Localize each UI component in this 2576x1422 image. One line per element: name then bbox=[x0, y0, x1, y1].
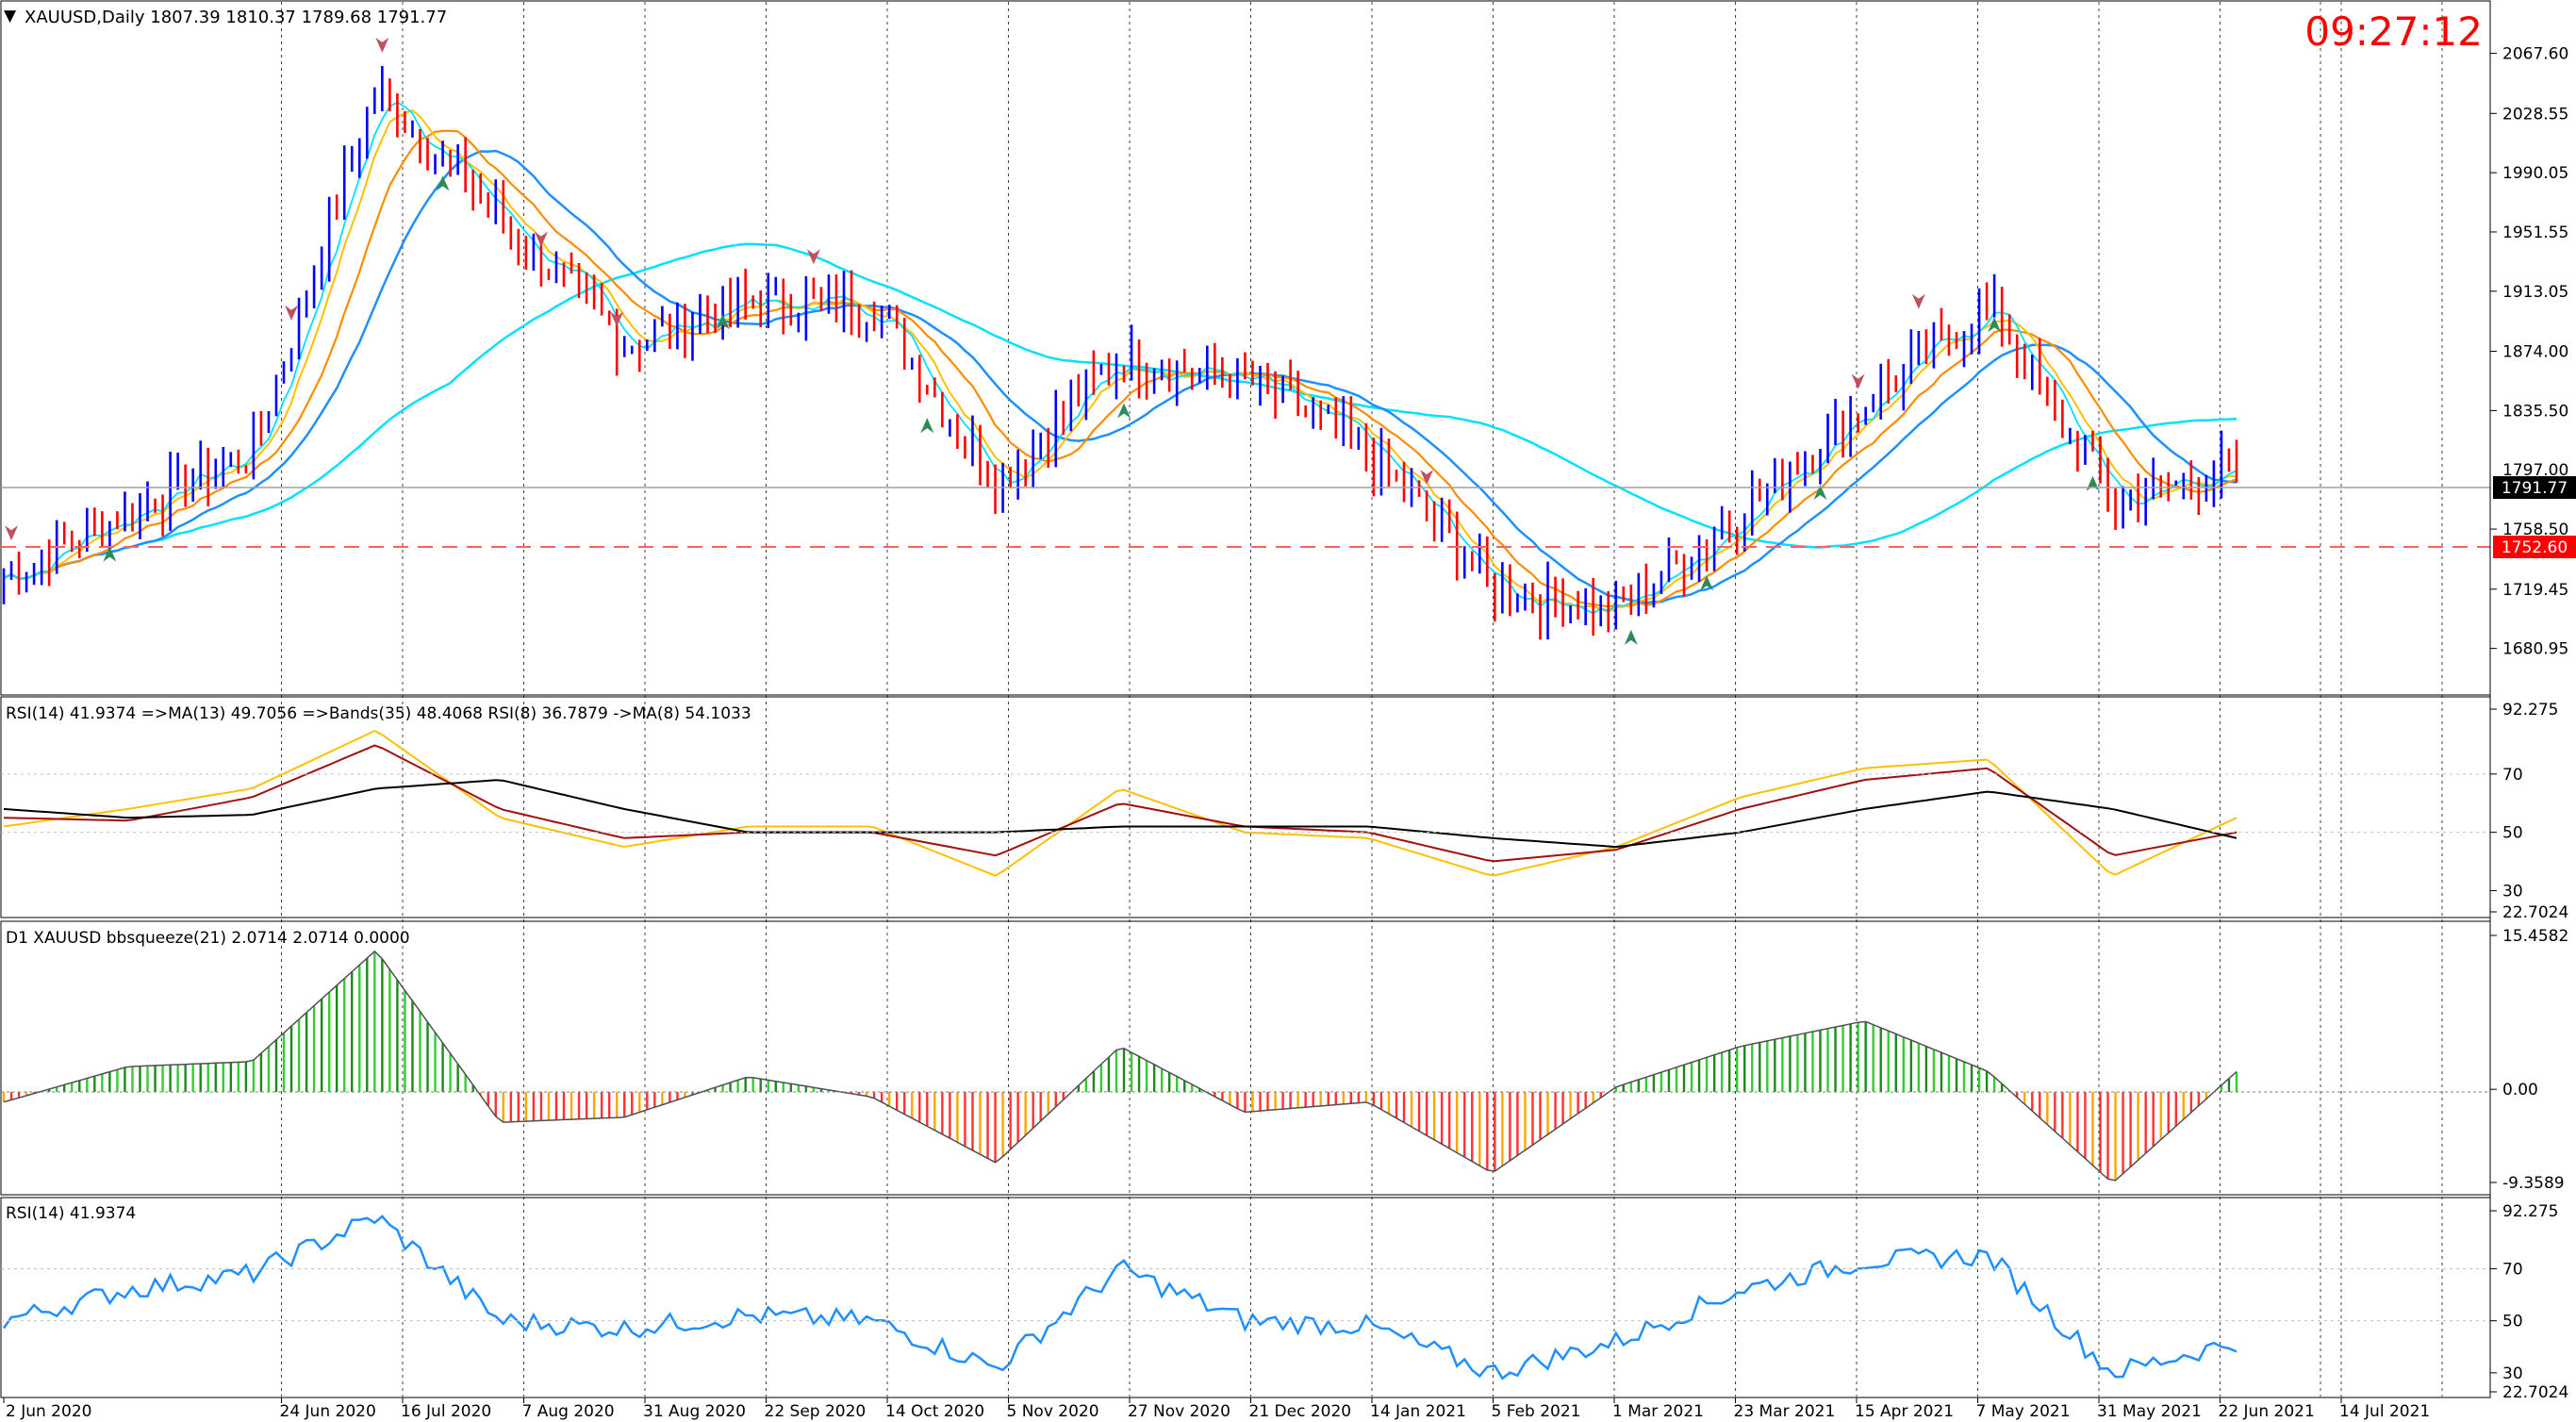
date-label: 1 Mar 2021 bbox=[1612, 1402, 1704, 1421]
rsi8-line bbox=[3, 729, 2237, 877]
date-label: 31 May 2021 bbox=[2097, 1402, 2202, 1421]
price-tick-label: 70 bbox=[2502, 1260, 2523, 1279]
rsi-panel[interactable]: RSI(14) 41.9374 bbox=[0, 1197, 2491, 1398]
date-axis: 2 Jun 2020 24 Jun 2020 16 Jul 2020 7 Aug 20… bbox=[1, 1397, 2490, 1421]
sell-arrow-icon bbox=[534, 231, 548, 247]
ma-fast-line bbox=[3, 101, 2237, 615]
rsi-ma-line bbox=[3, 744, 2237, 863]
rsi14-line bbox=[2, 1215, 2237, 1381]
date-label: 2 Jun 2020 bbox=[6, 1402, 91, 1421]
date-label: 22 Sep 2020 bbox=[765, 1402, 867, 1421]
price-tick-label: 1719.45 bbox=[2502, 581, 2568, 600]
date-label: 5 Feb 2021 bbox=[1492, 1402, 1581, 1421]
squeeze-outline bbox=[3, 950, 2237, 1182]
sell-arrow-icon bbox=[806, 249, 820, 265]
date-label: 16 Jul 2020 bbox=[401, 1402, 491, 1421]
price-tick-label: 2028.55 bbox=[2502, 105, 2568, 124]
date-label: 5 Nov 2020 bbox=[1007, 1402, 1099, 1421]
price-tick-label: 30 bbox=[2502, 882, 2523, 901]
price-tick-label: 1951.55 bbox=[2502, 223, 2568, 242]
price-tick-label: -9.3589 bbox=[2502, 1174, 2565, 1193]
price-tick-label: 1835.50 bbox=[2502, 402, 2568, 421]
date-label: 7 Aug 2020 bbox=[522, 1402, 615, 1421]
signal-arrows bbox=[5, 37, 2100, 645]
rsi-ma-title: RSI(14) 41.9374 =>MA(13) 49.7056 =>Bands… bbox=[6, 704, 751, 723]
price-tick-label: 92.275 bbox=[2502, 701, 2558, 719]
date-label: 15 Apr 2021 bbox=[1855, 1402, 1954, 1421]
price-tick-label: 1758.50 bbox=[2502, 521, 2568, 539]
buy-arrow-icon bbox=[1117, 403, 1131, 419]
bands-line bbox=[3, 779, 2237, 849]
date-label: 14 Oct 2020 bbox=[885, 1402, 984, 1421]
rsi-line bbox=[1, 1215, 2490, 1381]
sell-arrow-icon bbox=[375, 37, 389, 53]
sell-arrow-icon bbox=[1911, 293, 1925, 309]
squeeze-histogram bbox=[1, 950, 2490, 1182]
buy-arrow-icon bbox=[920, 418, 934, 434]
price-label-current: 1791.77 bbox=[2493, 476, 2576, 499]
squeeze-title: D1 XAUUSD bbsqueeze(21) 2.0714 2.0714 0.… bbox=[6, 929, 410, 948]
buy-arrow-icon bbox=[436, 175, 450, 191]
sell-arrow-icon bbox=[1420, 470, 1434, 486]
svg-text:1791.77: 1791.77 bbox=[2502, 479, 2568, 498]
price-axis[interactable]: 2067.60 2028.55 1990.05 1951.55 1913.05 1874.… bbox=[2489, 1, 2568, 1402]
price-tick-label: 1874.00 bbox=[2502, 343, 2568, 362]
price-tick-label: 1680.95 bbox=[2502, 640, 2568, 659]
price-tick-label: 22.7024 bbox=[2502, 903, 2568, 922]
buy-arrow-icon bbox=[2086, 475, 2100, 491]
price-tick-label: 1990.05 bbox=[2502, 164, 2568, 183]
buy-arrow-icon bbox=[1624, 629, 1638, 645]
chart-grid bbox=[281, 2, 2443, 1397]
dropdown-arrow-icon[interactable]: ▼ bbox=[4, 7, 17, 25]
moving-averages bbox=[3, 101, 2237, 615]
rsi-ma-lines bbox=[1, 729, 2490, 877]
price-tick-label: 1913.05 bbox=[2502, 283, 2568, 302]
price-tick-label: 92.275 bbox=[2502, 1202, 2558, 1221]
sell-arrow-icon bbox=[610, 311, 624, 327]
date-label: 23 Mar 2021 bbox=[1734, 1402, 1836, 1421]
sell-arrow-icon bbox=[1851, 373, 1865, 389]
date-label: 27 Nov 2020 bbox=[1128, 1402, 1230, 1421]
price-tick-label: 30 bbox=[2502, 1364, 2523, 1383]
price-tick-label: 15.4582 bbox=[2502, 927, 2568, 946]
ma-mid-line bbox=[3, 149, 2237, 604]
price-tick-label: 70 bbox=[2502, 766, 2523, 785]
symbol-info: XAUUSD,Daily 1807.39 1810.37 1789.68 179… bbox=[25, 8, 447, 27]
sell-arrow-icon bbox=[285, 305, 299, 321]
squeeze-panel[interactable]: D1 XAUUSD bbsqueeze(21) 2.0714 2.0714 0.… bbox=[0, 920, 2491, 1196]
price-tick-label: 50 bbox=[2502, 1313, 2523, 1331]
date-label: 21 Dec 2020 bbox=[1249, 1402, 1352, 1421]
ma-orange-line bbox=[3, 129, 2237, 608]
buy-arrow-icon bbox=[1813, 484, 1827, 500]
price-tick-label: 50 bbox=[2502, 824, 2523, 843]
date-label: 22 Jun 2021 bbox=[2219, 1402, 2315, 1421]
date-label: 7 May 2021 bbox=[1976, 1402, 2071, 1421]
date-label: 31 Aug 2020 bbox=[643, 1402, 746, 1421]
clock-display: 09:27:12 bbox=[2304, 8, 2483, 55]
date-label: 24 Jun 2020 bbox=[280, 1402, 376, 1421]
price-tick-label: 2067.60 bbox=[2502, 45, 2568, 64]
ma-yellow-line bbox=[3, 108, 2237, 614]
date-label: 14 Jan 2021 bbox=[1370, 1402, 1466, 1421]
rsi-ma-panel-frame bbox=[0, 696, 2491, 918]
sell-arrow-icon bbox=[5, 525, 19, 541]
buy-arrow-icon bbox=[1988, 317, 2002, 333]
buy-arrow-icon bbox=[103, 546, 117, 562]
price-panel[interactable]: ▼ XAUUSD,Daily 1807.39 1810.37 1789.68 1… bbox=[0, 0, 2491, 696]
price-label-level: 1752.60 bbox=[2493, 536, 2576, 558]
price-tick-label: 22.7024 bbox=[2502, 1383, 2568, 1402]
rsi-title: RSI(14) 41.9374 bbox=[6, 1204, 136, 1223]
price-tick-label: 1797.00 bbox=[2502, 461, 2568, 480]
buy-arrow-icon bbox=[716, 314, 730, 330]
date-label: 14 Jul 2021 bbox=[2339, 1402, 2430, 1421]
rsi-ma-panel[interactable]: RSI(14) 41.9374 =>MA(13) 49.7056 =>Bands… bbox=[0, 696, 2491, 918]
candles[interactable] bbox=[2, 66, 2238, 640]
rsi-panel-frame bbox=[0, 1197, 2491, 1398]
buy-arrow-icon bbox=[1700, 575, 1714, 591]
ma-long-line bbox=[3, 242, 2237, 580]
price-tick-label: 0.00 bbox=[2502, 1081, 2538, 1100]
svg-text:1752.60: 1752.60 bbox=[2502, 538, 2568, 557]
